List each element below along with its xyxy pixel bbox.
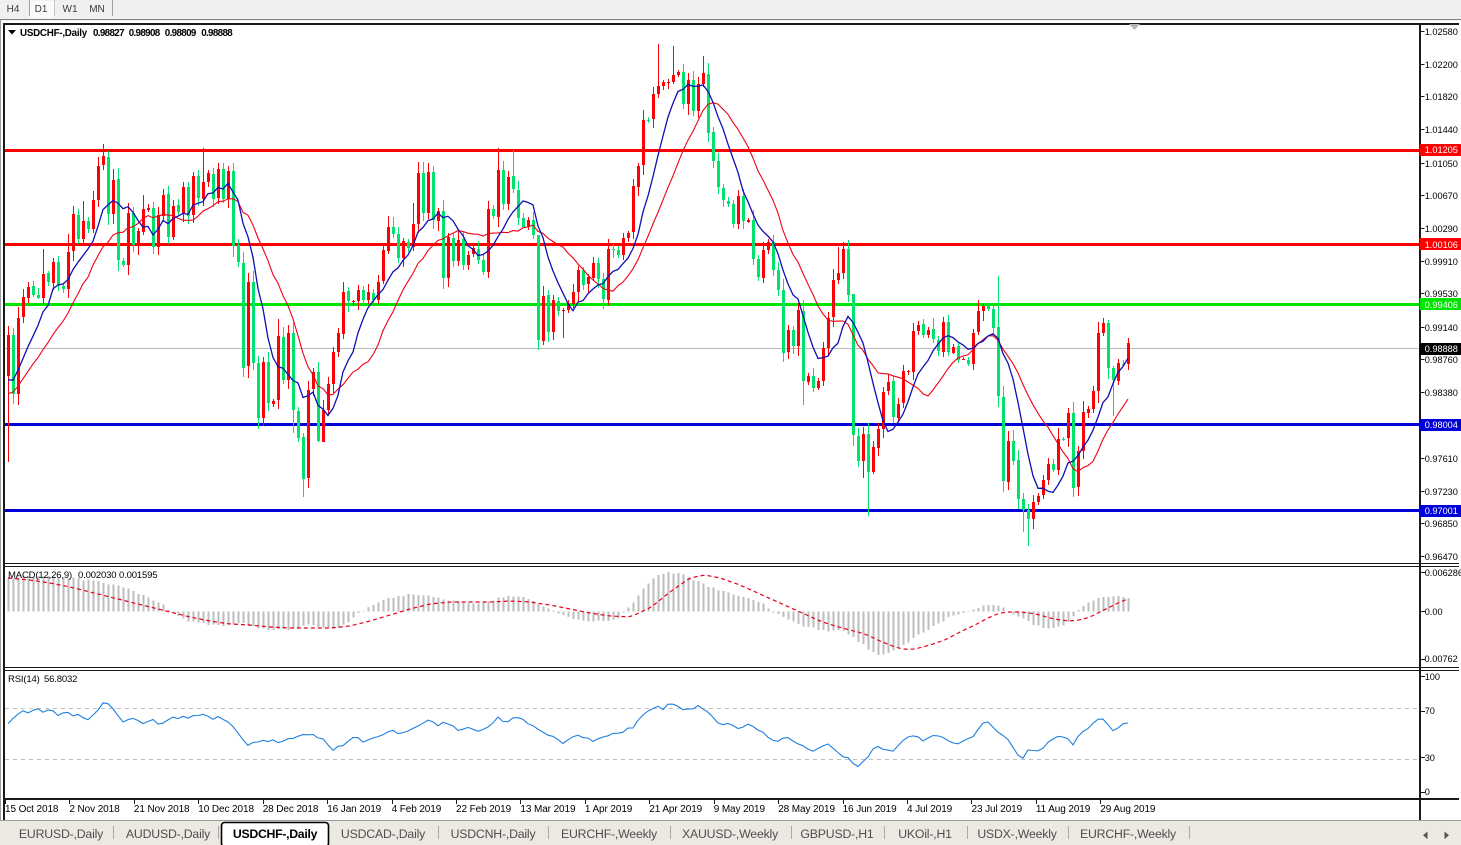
svg-text:9 May 2019: 9 May 2019 — [714, 804, 766, 815]
svg-text:RSI(14)56.8032: RSI(14) 56.8032 — [8, 674, 77, 685]
svg-text:0.96850: 0.96850 — [1425, 519, 1458, 529]
svg-text:0.99406: 0.99406 — [1425, 300, 1458, 310]
svg-text:0.97230: 0.97230 — [1425, 487, 1458, 497]
svg-text:0.99140: 0.99140 — [1425, 323, 1458, 333]
svg-text:29 Aug 2019: 29 Aug 2019 — [1100, 804, 1156, 815]
svg-text:2 Nov 2018: 2 Nov 2018 — [69, 804, 120, 815]
svg-text:1.02200: 1.02200 — [1425, 60, 1458, 70]
svg-text:1.01440: 1.01440 — [1425, 125, 1458, 135]
svg-text:0.97610: 0.97610 — [1425, 454, 1458, 464]
svg-text:1 Apr 2019: 1 Apr 2019 — [585, 804, 633, 815]
svg-text:1.01820: 1.01820 — [1425, 92, 1458, 102]
svg-text:28 May 2019: 28 May 2019 — [778, 804, 835, 815]
svg-text:0.006286: 0.006286 — [1425, 568, 1461, 578]
svg-text:22 Feb 2019: 22 Feb 2019 — [456, 804, 512, 815]
svg-text:70: 70 — [1425, 706, 1435, 716]
svg-text:21 Apr 2019: 21 Apr 2019 — [649, 804, 702, 815]
svg-text:EURUSD-,Daily: EURUSD-,Daily — [19, 827, 104, 841]
svg-text:1.02580: 1.02580 — [1425, 27, 1458, 37]
svg-text:0.96470: 0.96470 — [1425, 552, 1458, 562]
svg-text:4 Jul 2019: 4 Jul 2019 — [907, 804, 953, 815]
svg-text:USDCAD-,Daily: USDCAD-,Daily — [341, 827, 426, 841]
svg-text:0.98004: 0.98004 — [1425, 420, 1458, 430]
svg-text:0.99910: 0.99910 — [1425, 257, 1458, 267]
svg-text:1.00290: 1.00290 — [1425, 224, 1458, 234]
svg-text:28 Dec 2018: 28 Dec 2018 — [263, 804, 319, 815]
svg-text:16 Jan 2019: 16 Jan 2019 — [327, 804, 381, 815]
svg-text:1.00106: 1.00106 — [1425, 240, 1458, 250]
svg-text:16 Jun 2019: 16 Jun 2019 — [843, 804, 897, 815]
svg-text:15 Oct 2018: 15 Oct 2018 — [5, 804, 59, 815]
svg-text:USDCHF-,Daily: USDCHF-,Daily — [20, 28, 88, 39]
svg-text:0.98760: 0.98760 — [1425, 355, 1458, 365]
svg-text:0.97001: 0.97001 — [1425, 506, 1458, 516]
svg-text:0: 0 — [1425, 787, 1430, 797]
svg-text:-0.00762: -0.00762 — [1422, 654, 1458, 664]
svg-text:USDCHF-,Daily: USDCHF-,Daily — [233, 827, 318, 841]
svg-text:10 Dec 2018: 10 Dec 2018 — [198, 804, 254, 815]
svg-text:0.99530: 0.99530 — [1425, 289, 1458, 299]
svg-text:0.00: 0.00 — [1425, 607, 1443, 617]
svg-text:0.98888: 0.98888 — [1425, 344, 1458, 354]
svg-text:13 Mar 2019: 13 Mar 2019 — [520, 804, 576, 815]
svg-text:11 Aug 2019: 11 Aug 2019 — [1036, 804, 1091, 815]
svg-text:1.01205: 1.01205 — [1425, 145, 1458, 155]
svg-text:0.98380: 0.98380 — [1425, 388, 1458, 398]
svg-text:1.00670: 1.00670 — [1425, 191, 1458, 201]
svg-text:MN: MN — [89, 4, 105, 15]
svg-text:1.01050: 1.01050 — [1425, 159, 1458, 169]
svg-text:EURCHF-,Weekly: EURCHF-,Weekly — [1080, 827, 1177, 841]
svg-text:4 Feb 2019: 4 Feb 2019 — [392, 804, 442, 815]
svg-text:UKOil-,H1: UKOil-,H1 — [898, 827, 952, 841]
svg-text:GBPUSD-,H1: GBPUSD-,H1 — [800, 827, 874, 841]
svg-text:EURCHF-,Weekly: EURCHF-,Weekly — [561, 827, 658, 841]
svg-text:H4: H4 — [7, 4, 20, 15]
svg-text:30: 30 — [1425, 753, 1435, 763]
svg-text:W1: W1 — [63, 4, 78, 15]
svg-text:USDCNH-,Daily: USDCNH-,Daily — [451, 827, 537, 841]
svg-text:USDX-,Weekly: USDX-,Weekly — [977, 827, 1057, 841]
svg-text:XAUUSD-,Weekly: XAUUSD-,Weekly — [682, 827, 779, 841]
svg-text:21 Nov 2018: 21 Nov 2018 — [134, 804, 190, 815]
svg-text:100: 100 — [1425, 672, 1440, 682]
svg-text:23 Jul 2019: 23 Jul 2019 — [972, 804, 1023, 815]
svg-text:D1: D1 — [35, 4, 48, 15]
svg-text:AUDUSD-,Daily: AUDUSD-,Daily — [126, 827, 211, 841]
